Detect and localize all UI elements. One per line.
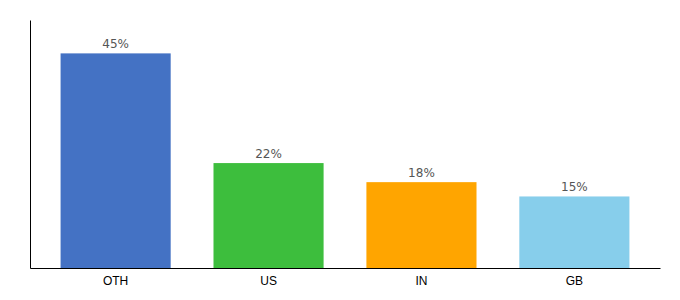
bar (61, 53, 171, 268)
tick-label: GB (566, 274, 583, 288)
x-axis-line (31, 268, 661, 269)
tick-label: US (260, 274, 277, 288)
y-axis-line (30, 21, 31, 269)
bar (519, 196, 629, 268)
tick-label: OTH (103, 274, 128, 288)
tick: GB (566, 274, 583, 288)
data-label: 22% (255, 147, 282, 161)
y-axis (30, 21, 31, 269)
tick: US (260, 274, 277, 288)
plot: OTH US IN GB 45% 22% 18% 15% (31, 21, 661, 288)
bars (61, 53, 630, 268)
data-label: 45% (102, 37, 129, 51)
chart: OTH US IN GB 45% 22% 18% 15% (0, 0, 680, 300)
data-labels: 45% 22% 18% 15% (102, 37, 587, 194)
data-label: 18% (408, 166, 435, 180)
tick: IN (415, 274, 427, 288)
x-axis: OTH US IN GB (31, 269, 661, 288)
bar (366, 182, 476, 268)
tick: OTH (103, 274, 128, 288)
data-label: 15% (561, 180, 588, 194)
bar (213, 163, 323, 268)
tick-label: IN (415, 274, 427, 288)
